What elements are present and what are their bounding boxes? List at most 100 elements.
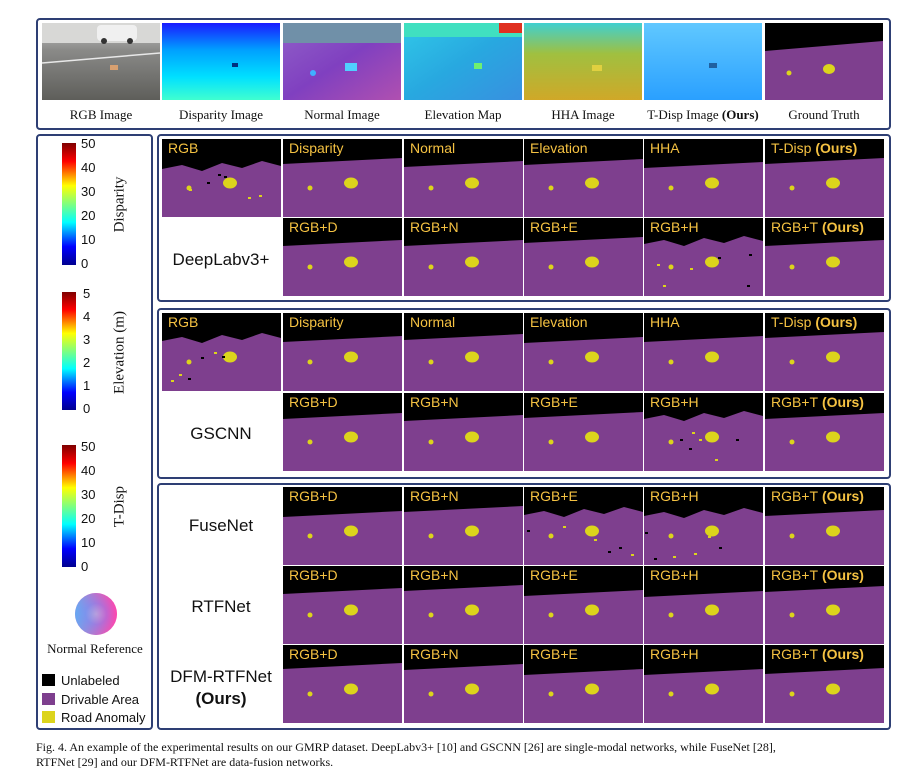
cell-label: RGB+N (410, 219, 459, 235)
segmentation-map (765, 313, 884, 391)
tdisp-image-label: T-Disp Image (Ours) (647, 107, 759, 122)
result-cell: T-Disp (Ours) (765, 313, 884, 391)
segmentation-map (404, 487, 523, 565)
normal-reference-sphere (74, 592, 118, 636)
result-cell: RGB+E (524, 487, 643, 565)
cell-label: T-Disp (Ours) (771, 140, 858, 156)
cell-label: RGB+H (650, 219, 699, 235)
result-cell: RGB+H (644, 487, 763, 565)
cell-label: RGB+E (530, 488, 578, 504)
result-cell: RGB+N (404, 487, 523, 565)
result-cell: T-Disp (Ours) (765, 139, 884, 217)
rtfnet-name: RTFNet (191, 597, 251, 616)
segmentation-map (524, 645, 643, 723)
segmentation-map (524, 566, 643, 644)
ground-truth-label: Ground Truth (788, 107, 860, 122)
cell-label: RGB+E (530, 394, 578, 410)
cell-label: RGB+N (410, 646, 459, 662)
result-cell: HHA (644, 139, 763, 217)
segmentation-map (765, 566, 884, 644)
result-cell: Disparity (283, 313, 402, 391)
result-cell: Elevation (524, 139, 643, 217)
result-cell: HHA (644, 313, 763, 391)
elevation-map-thumb (404, 23, 522, 100)
hha-image-picture (524, 23, 642, 100)
segmentation-map (524, 139, 643, 217)
tick: 30 (81, 184, 96, 199)
cell-label: RGB+T (Ours) (771, 219, 864, 235)
result-cell: Elevation (524, 313, 643, 391)
cell-label: RGB+T (Ours) (771, 646, 864, 662)
segmentation-map (644, 139, 763, 217)
legend-swatch (42, 693, 55, 705)
legend-anomaly: Road Anomaly (42, 710, 146, 725)
cell-label: RGB (168, 314, 199, 330)
tick: 40 (81, 463, 96, 478)
normal-image-label: Normal Image (304, 107, 380, 122)
result-cell: RGB+N (404, 393, 523, 471)
tdisp-image-picture (644, 23, 762, 100)
hha-image-label: HHA Image (551, 107, 615, 122)
elevation-colorbar-title: Elevation (m) (111, 311, 128, 394)
result-cell: RGB+T (Ours) (765, 218, 884, 296)
result-cell: RGB (162, 313, 281, 391)
cell-label: RGB+N (410, 488, 459, 504)
tick: 10 (81, 535, 96, 550)
segmentation-map (644, 313, 763, 391)
tdisp-ticks: 50 40 30 20 10 0 (81, 439, 105, 575)
tick: 3 (83, 332, 91, 347)
tick: 0 (83, 401, 91, 416)
result-cell: RGB+N (404, 645, 523, 723)
legend-swatch (42, 674, 55, 686)
cell-label: RGB+H (650, 488, 699, 504)
cell-label: RGB+H (650, 394, 699, 410)
result-cell: Disparity (283, 139, 402, 217)
caption-line-1: Fig. 4. An example of the experimental r… (36, 740, 776, 754)
result-cell: RGB+E (524, 566, 643, 644)
segmentation-map (765, 393, 884, 471)
cell-label: Disparity (289, 314, 344, 330)
result-cell: RGB+N (404, 218, 523, 296)
legend-swatch (42, 711, 55, 723)
fusion-panel-frame (157, 483, 891, 730)
cell-label: RGB+D (289, 567, 338, 583)
tick: 40 (81, 160, 96, 175)
tick: 4 (83, 309, 91, 324)
result-cell: RGB+D (283, 393, 402, 471)
cell-label: Normal (410, 140, 456, 156)
segmentation-map (765, 139, 884, 217)
segmentation-map (283, 487, 402, 565)
segmentation-map (765, 645, 884, 723)
result-cell: RGB+N (404, 566, 523, 644)
cell-label: Elevation (530, 314, 588, 330)
elevation-ticks: 5 4 3 2 1 0 (83, 286, 103, 418)
result-cell: RGB+D (283, 487, 402, 565)
segmentation-map (404, 218, 523, 296)
segmentation-map (283, 566, 402, 644)
tick: 30 (81, 487, 96, 502)
cell-label: RGB (168, 140, 199, 156)
caption-line-2: RTFNet [29] and our DFM-RTFNet are data-… (36, 755, 334, 769)
segmentation-map (644, 487, 763, 565)
tdisp-colorbar-title: T-Disp (111, 485, 128, 528)
dfm-rtfnet-name: DFM-RTFNet (Ours) (170, 667, 272, 708)
segmentation-map (404, 139, 523, 217)
result-cell: Normal (404, 313, 523, 391)
disparity-image-label: Disparity Image (178, 107, 264, 122)
cell-label: RGB+T (Ours) (771, 567, 864, 583)
disparity-colorbar (62, 143, 76, 265)
ground-truth-picture (765, 23, 883, 100)
disparity-ticks: 50 40 30 20 10 0 (81, 136, 105, 272)
segmentation-map (404, 645, 523, 723)
result-cell: RGB+H (644, 393, 763, 471)
cell-label: Normal (410, 314, 456, 330)
cell-label: RGB+N (410, 567, 459, 583)
result-cell: RGB+T (Ours) (765, 645, 884, 723)
legend-frame (36, 134, 153, 730)
tick: 10 (81, 232, 96, 247)
legend-drivable: Drivable Area (42, 692, 139, 707)
cell-label: T-Disp (Ours) (771, 314, 858, 330)
tick: 5 (83, 286, 91, 301)
cell-label: HHA (650, 140, 680, 156)
figure-caption: Fig. 4. An example of the experimental r… (36, 740, 896, 770)
